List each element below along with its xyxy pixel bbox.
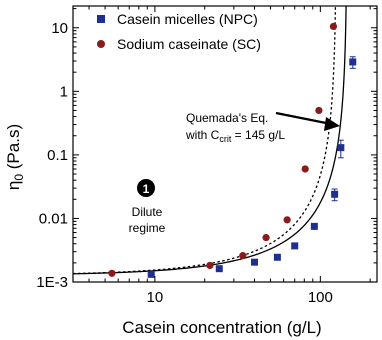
legend-marker-npc <box>97 15 105 23</box>
data-point-npc <box>349 58 357 66</box>
data-series <box>108 22 357 278</box>
legend: Casein micelles (NPC) Sodium caseinate (… <box>97 11 261 52</box>
data-point-npc <box>215 265 223 273</box>
data-point-sc <box>329 22 338 31</box>
y-tick-label: 1E-3 <box>36 274 68 291</box>
regime-line1: Dilute <box>132 205 163 219</box>
x-axis-title: Casein concentration (g/L) <box>122 318 321 337</box>
quemada-arrow-head <box>324 117 340 131</box>
data-point-sc <box>108 269 116 277</box>
legend-label-sc: Sodium caseinate (SC) <box>117 36 261 52</box>
quemada-arrow-shaft <box>275 111 332 126</box>
data-point-sc <box>315 106 323 115</box>
data-point-npc <box>147 270 155 278</box>
quemada-line2: with Ccrit = 145 g/L <box>185 128 285 144</box>
data-point-npc <box>273 253 281 261</box>
data-point-npc <box>337 144 345 152</box>
x-tick-label: 100 <box>308 289 333 306</box>
data-point-npc <box>250 258 258 266</box>
y-tick-label: 0.01 <box>39 210 68 227</box>
axis-ticks: 10 100 1E-3 0.01 0.1 1 10 <box>36 6 377 306</box>
y-axis-title: η0 (Pa.s) <box>4 124 26 190</box>
quemada-line1: Quemada's Eq. <box>186 111 268 125</box>
plot-frame <box>72 5 378 283</box>
dilute-regime-annotation: 1 Dilute regime <box>129 179 166 235</box>
legend-marker-sc <box>97 40 105 48</box>
legend-label-npc: Casein micelles (NPC) <box>117 11 258 27</box>
regime-number: 1 <box>143 182 150 196</box>
data-point-sc <box>262 233 270 242</box>
data-point-npc <box>291 242 299 250</box>
regime-number-badge <box>137 179 155 197</box>
quemada-annotation: Quemada's Eq. with Ccrit = 145 g/L <box>185 111 340 144</box>
data-point-sc <box>301 165 309 173</box>
y-tick-label: 0.1 <box>47 147 68 164</box>
fit-curve-sc <box>72 5 337 275</box>
data-point-npc <box>331 190 339 198</box>
y-tick-label: 1 <box>60 83 68 100</box>
data-point-sc <box>206 261 214 270</box>
data-point-sc <box>283 216 291 224</box>
regime-line2: regime <box>129 221 166 235</box>
data-point-npc <box>310 222 318 230</box>
data-point-sc <box>239 252 247 260</box>
x-tick-label: 10 <box>147 289 164 306</box>
fit-curves <box>72 5 347 275</box>
fit-curve-npc <box>72 5 347 275</box>
y-tick-label: 10 <box>51 20 68 37</box>
